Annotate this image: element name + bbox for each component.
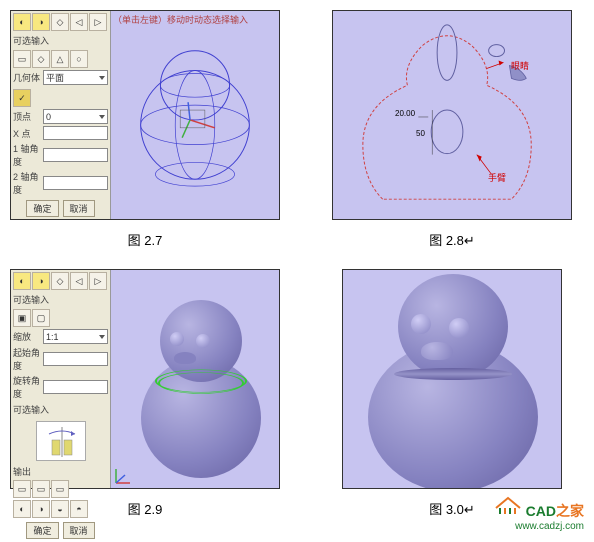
cancel-button-2[interactable]: 取消 [63,522,95,539]
sketch-diagram [333,11,571,219]
tool-btn-1[interactable]: ◐ [13,13,31,31]
angle-label: 起始角度 [13,346,41,372]
axis1-input[interactable] [43,148,108,162]
angle-input[interactable] [43,352,108,366]
check-row: ✓ [13,89,108,107]
geom-label: 几何体 [13,71,41,84]
arm-label: 手臂 [488,171,506,184]
opt-b2[interactable]: ▢ [32,309,50,327]
x-label: X 点 [13,127,41,140]
out-c3[interactable]: ◒ [51,500,69,518]
section-b-1: 可选输入 [13,292,108,307]
wireframe-diagram [111,11,279,219]
scale-dropdown[interactable]: 1:1 [43,329,108,344]
figure-2-7: ◐ ◑ ◇ ◁ ▷ 可选输入 ▭ ◇ △ ○ 几何体 平面 [10,10,280,249]
points-dropdown[interactable]: 0 [43,109,108,124]
rot-input[interactable] [43,380,108,394]
figure-grid: ◐ ◑ ◇ ◁ ▷ 可选输入 ▭ ◇ △ ○ 几何体 平面 [0,0,594,528]
figure-3-0: 图 3.0↵ [320,269,584,518]
section-label-1: 可选输入 [13,33,108,48]
axis2-label: 2 轴角度 [13,170,41,196]
logo-url: www.cadzj.com [494,521,584,532]
out-b1[interactable]: ▭ [13,480,31,498]
option-toolbar: ▭ ◇ △ ○ [13,50,108,68]
axis-diagram-icon [36,421,86,461]
axis-triad-icon [113,466,133,486]
tool-a1[interactable]: ◐ [13,272,31,290]
tool-btn-2[interactable]: ◑ [32,13,50,31]
ok-button[interactable]: 确定 [26,200,58,217]
check-btn[interactable]: ✓ [13,89,31,107]
scale-label: 缩放 [13,330,41,343]
caption-2-9: 图 2.9 [128,499,163,518]
penguin-model-final [363,272,543,488]
tool-btn-5[interactable]: ▷ [89,13,107,31]
rot-label: 旋转角度 [13,374,41,400]
caption-3-0: 图 3.0 [429,502,464,517]
geom-dropdown[interactable]: 平面 [43,70,108,85]
axis1-label: 1 轴角度 [13,142,41,168]
tool-a3[interactable]: ◇ [51,272,69,290]
out-b3[interactable]: ▭ [51,480,69,498]
dim-20: 20.00 [395,109,415,118]
tool-btn-3[interactable]: ◇ [51,13,69,31]
tool-btn-4[interactable]: ◁ [70,13,88,31]
top-toolbar: ◐ ◑ ◇ ◁ ▷ [13,13,108,31]
eye-label: 眼睛 [511,59,529,72]
viewport-2-8[interactable]: 眼睛 手臂 20.00 50 [333,11,571,219]
opt-btn-1[interactable]: ▭ [13,50,31,68]
logo-roof-icon [494,494,522,519]
out-c4[interactable]: ◓ [70,500,88,518]
logo-brand: CAD [526,503,556,519]
opt-btn-4[interactable]: ○ [70,50,88,68]
caption-2-7: 图 2.7 [128,230,163,249]
viewport-2-9[interactable] [111,270,279,488]
x-input[interactable] [43,126,108,140]
sidebar-panel-2: ◐ ◑ ◇ ◁ ▷ 可选输入 ▣ ▢ 缩放 1:1 起始角度 [11,270,111,488]
opt-btn-2[interactable]: ◇ [32,50,50,68]
logo-suffix: 之家 [556,503,584,519]
output-label: 输出 [13,465,41,478]
viewport-3-0[interactable] [343,270,561,488]
out-b2[interactable]: ▭ [32,480,50,498]
cancel-button[interactable]: 取消 [63,200,95,217]
site-logo: CAD之家 www.cadzj.com [494,494,584,532]
caption-2-8: 图 2.8 [429,233,464,248]
section-b-2: 可选输入 [13,402,108,417]
out-c2[interactable]: ◑ [32,500,50,518]
points-label: 顶点 [13,110,41,123]
tool-a4[interactable]: ◁ [70,272,88,290]
out-c1[interactable]: ◐ [13,500,31,518]
dim-50: 50 [416,129,425,138]
figure-2-9: ◐ ◑ ◇ ◁ ▷ 可选输入 ▣ ▢ 缩放 1:1 起始角度 [10,269,280,518]
figure-2-8: 眼睛 手臂 20.00 50 图 2.8↵ [320,10,584,249]
penguin-model [136,280,266,480]
sidebar-panel: ◐ ◑ ◇ ◁ ▷ 可选输入 ▭ ◇ △ ○ 几何体 平面 [11,11,111,219]
axis2-input[interactable] [43,176,108,190]
ok-button-2[interactable]: 确定 [26,522,58,539]
tool-a2[interactable]: ◑ [32,272,50,290]
viewport-2-7[interactable]: （单击左键）移动时动态选择输入 [111,11,279,219]
tool-a5[interactable]: ▷ [89,272,107,290]
opt-b1[interactable]: ▣ [13,309,31,327]
opt-btn-3[interactable]: △ [51,50,69,68]
